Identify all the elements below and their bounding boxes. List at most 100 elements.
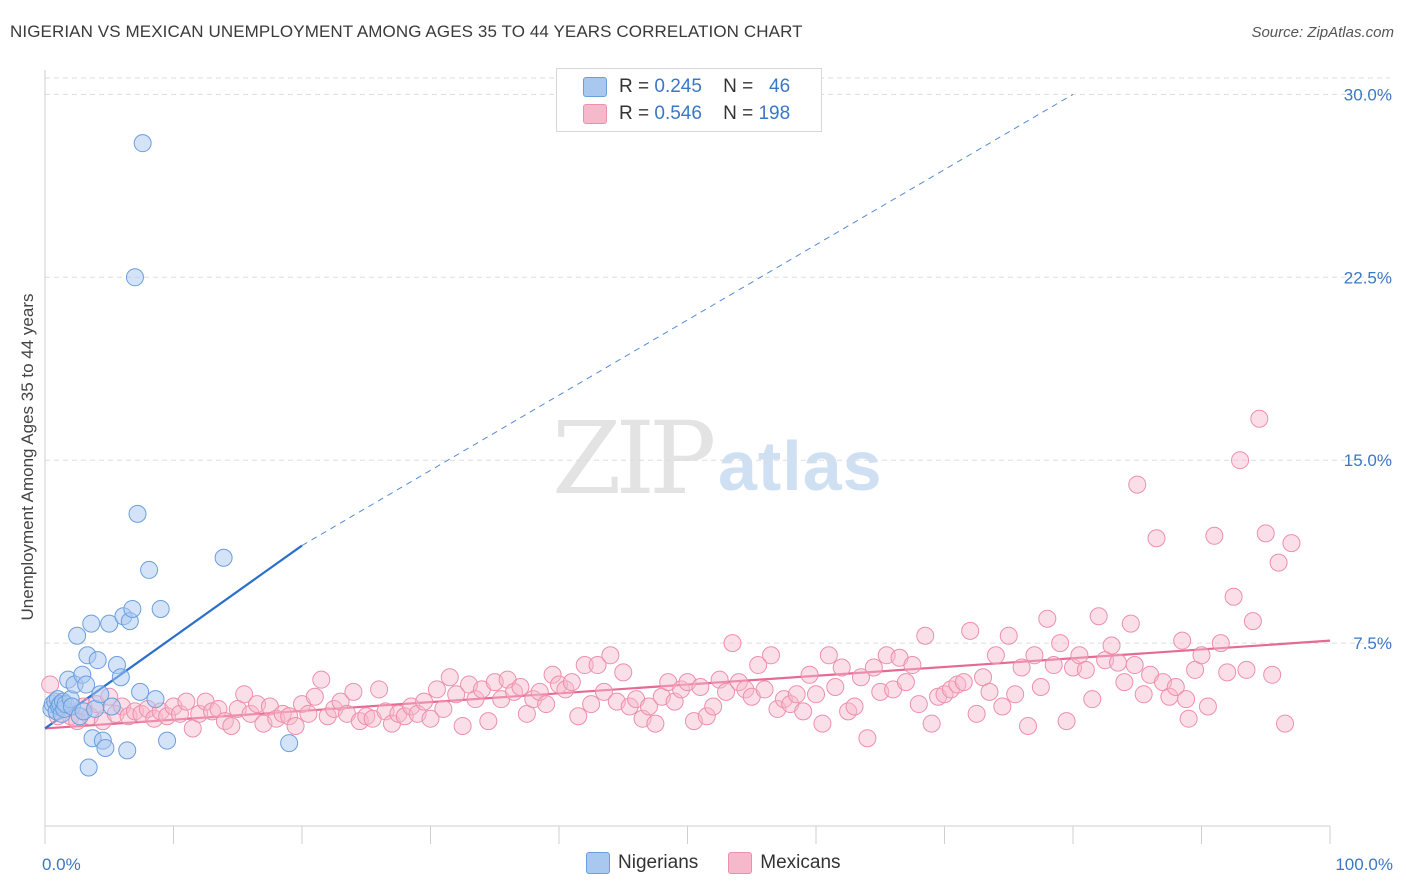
data-point-mexicans	[511, 677, 530, 696]
data-point-mexicans	[646, 714, 665, 733]
series-legend-mexicans: Mexicans	[728, 852, 841, 874]
data-point-nigerians	[123, 599, 142, 618]
data-point-mexicans	[1173, 631, 1192, 650]
data-point-mexicans	[1083, 690, 1102, 709]
trend-line-nigerians	[44, 544, 303, 730]
data-point-nigerians	[96, 738, 115, 757]
data-point-nigerians	[125, 268, 144, 287]
data-point-mexicans	[736, 680, 755, 699]
data-point-mexicans	[41, 675, 60, 694]
data-point-mexicans	[832, 658, 851, 677]
chart-title: NIGERIAN VS MEXICAN UNEMPLOYMENT AMONG A…	[10, 22, 803, 41]
data-point-mexicans	[569, 707, 588, 726]
y-tick-label: 30.0%	[1344, 85, 1392, 104]
data-point-nigerians	[214, 548, 233, 567]
data-point-mexicans	[556, 680, 575, 699]
data-point-mexicans	[1051, 634, 1070, 653]
data-point-nigerians	[111, 668, 130, 687]
data-point-mexicans	[864, 658, 883, 677]
series-legend: Nigerians Mexicans	[586, 852, 871, 874]
data-point-mexicans	[954, 673, 973, 692]
y-tick-label: 15.0%	[1344, 451, 1392, 470]
data-point-nigerians	[82, 614, 101, 633]
data-point-mexicans	[177, 692, 196, 711]
legend-swatch-nigerians	[583, 77, 607, 97]
data-point-nigerians	[100, 614, 119, 633]
legend-n-label: N =	[723, 76, 754, 97]
data-point-mexicans	[286, 717, 305, 736]
trend-line-nigerians-extrapolated	[301, 93, 1074, 546]
data-point-mexicans	[755, 680, 774, 699]
data-point-mexicans	[1121, 614, 1140, 633]
data-point-mexicans	[723, 634, 742, 653]
data-point-mexicans	[594, 682, 613, 701]
data-point-mexicans	[980, 682, 999, 701]
data-point-mexicans	[1102, 636, 1121, 655]
data-point-mexicans	[241, 704, 260, 723]
data-point-mexicans	[1192, 646, 1211, 665]
data-point-mexicans	[479, 712, 498, 731]
watermark-zip: ZIP	[552, 400, 716, 517]
data-point-mexicans	[729, 673, 748, 692]
data-point-mexicans	[543, 665, 562, 684]
data-point-mexicans	[993, 697, 1012, 716]
data-point-mexicans	[415, 692, 434, 711]
data-point-mexicans	[1076, 660, 1095, 679]
data-point-mexicans	[800, 665, 819, 684]
data-point-mexicans	[896, 673, 915, 692]
data-point-mexicans	[1282, 534, 1301, 553]
legend-swatch-mexicans	[583, 104, 607, 124]
data-point-mexicans	[588, 656, 607, 675]
data-point-mexicans	[1243, 612, 1262, 631]
legend-n-value: 198	[758, 103, 791, 124]
legend-row-mexicans: R = 0.546 N = 198	[557, 101, 790, 127]
data-point-mexicans	[787, 685, 806, 704]
data-point-mexicans	[1128, 475, 1147, 494]
data-point-mexicans	[762, 646, 781, 665]
data-point-mexicans	[537, 695, 556, 714]
data-point-nigerians	[68, 626, 87, 645]
legend-row-nigerians: R = 0.245 N = 46	[557, 74, 790, 100]
data-point-mexicans	[1256, 524, 1275, 543]
data-point-mexicans	[434, 699, 453, 718]
data-point-mexicans	[582, 695, 601, 714]
data-point-mexicans	[614, 663, 633, 682]
data-point-mexicans	[447, 685, 466, 704]
series-swatch-mexicans	[728, 852, 753, 874]
data-point-mexicans	[601, 646, 620, 665]
data-point-nigerians	[91, 685, 110, 704]
data-point-nigerians	[158, 731, 177, 750]
data-point-mexicans	[909, 695, 928, 714]
data-point-mexicans	[1108, 653, 1127, 672]
data-point-nigerians	[102, 697, 121, 716]
data-point-mexicans	[903, 656, 922, 675]
series-swatch-nigerians	[586, 852, 610, 874]
legend-r-label: R =	[619, 103, 650, 124]
data-point-nigerians	[131, 682, 150, 701]
data-point-mexicans	[858, 729, 877, 748]
data-point-mexicans	[1019, 717, 1038, 736]
legend-n-label: N =	[723, 103, 754, 124]
data-point-nigerians	[146, 690, 165, 709]
data-point-nigerians	[140, 560, 159, 579]
x-tick-label: 0.0%	[42, 855, 81, 874]
data-point-mexicans	[427, 680, 446, 699]
data-point-mexicans	[1177, 690, 1196, 709]
data-point-mexicans	[1224, 587, 1243, 606]
data-point-mexicans	[794, 702, 813, 721]
data-point-mexicans	[967, 704, 986, 723]
data-point-mexicans	[318, 707, 337, 726]
data-point-mexicans	[222, 717, 241, 736]
watermark-atlas: atlas	[718, 427, 883, 505]
data-point-mexicans	[299, 704, 318, 723]
legend-r-value: 0.546	[654, 103, 702, 124]
data-point-mexicans	[466, 690, 485, 709]
data-point-mexicans	[1166, 677, 1185, 696]
data-point-mexicans	[1089, 607, 1108, 626]
data-point-mexicans	[813, 714, 832, 733]
data-point-mexicans	[916, 626, 935, 645]
data-point-mexicans	[440, 668, 459, 687]
data-point-mexicans	[1263, 665, 1282, 684]
data-point-nigerians	[128, 504, 147, 523]
